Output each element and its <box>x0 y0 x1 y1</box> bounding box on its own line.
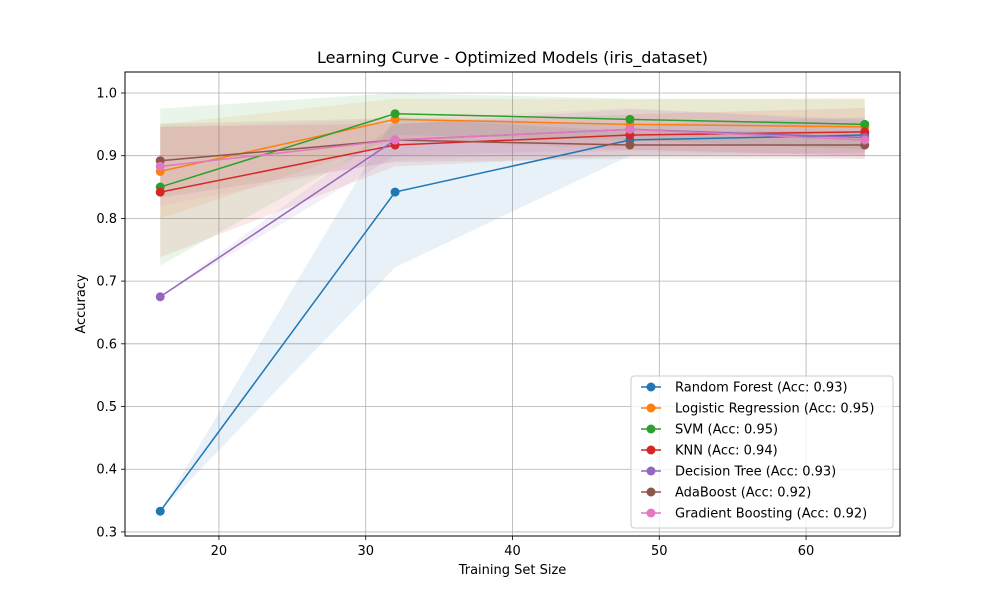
legend-item: Random Forest (Acc: 0.93) <box>641 381 848 396</box>
legend-label: Logistic Regression (Acc: 0.95) <box>675 402 874 417</box>
legend-marker <box>646 466 656 476</box>
legend-marker <box>646 445 656 455</box>
line-series-0 <box>159 134 865 512</box>
point-series-6-2 <box>625 124 635 134</box>
y-tick-label: 0.9 <box>96 149 117 164</box>
legend-item: KNN (Acc: 0.94) <box>641 444 778 459</box>
band-series-5 <box>160 118 865 198</box>
point-series-6-3 <box>860 135 870 145</box>
y-tick-label: 0.4 <box>96 463 117 478</box>
legend-marker <box>646 508 656 518</box>
point-series-3-0 <box>155 187 165 197</box>
chart-title: Learning Curve - Optimized Models (iris_… <box>317 48 708 68</box>
y-axis-ticks: 0.3 0.4 0.5 0.6 0.7 0.8 0.9 1.0 <box>96 87 125 540</box>
legend-label: Random Forest (Acc: 0.93) <box>675 381 848 396</box>
legend: Random Forest (Acc: 0.93) Logistic Regres… <box>630 375 894 529</box>
legend-item: Gradient Boosting (Acc: 0.92) <box>641 507 867 522</box>
legend-label: Decision Tree (Acc: 0.93) <box>675 465 836 480</box>
y-tick-label: 1.0 <box>96 87 117 102</box>
legend-label: SVM (Acc: 0.95) <box>675 423 778 438</box>
band-series-0 <box>160 116 865 512</box>
y-axis-label: Accuracy <box>74 274 89 334</box>
legend-label: KNN (Acc: 0.94) <box>675 444 778 459</box>
point-series-4-0 <box>155 292 165 302</box>
legend-marker <box>646 487 656 497</box>
y-tick-label: 0.8 <box>96 212 117 227</box>
y-tick-label: 0.6 <box>96 337 117 352</box>
legend-marker <box>646 403 656 413</box>
x-tick-label: 20 <box>211 544 228 559</box>
point-series-2-1 <box>390 109 400 119</box>
point-series-0-0 <box>155 506 165 516</box>
legend-item: SVM (Acc: 0.95) <box>641 423 778 438</box>
x-axis-label: Training Set Size <box>458 563 567 578</box>
line-series-5 <box>160 139 865 162</box>
y-tick-label: 0.7 <box>96 275 117 290</box>
legend-label: Gradient Boosting (Acc: 0.92) <box>675 507 867 522</box>
legend-box <box>630 375 894 529</box>
x-tick-label: 50 <box>651 544 668 559</box>
point-series-2-3 <box>860 119 870 129</box>
point-series-0-1 <box>390 187 400 197</box>
x-tick-label: 60 <box>798 544 815 559</box>
legend-item: AdaBoost (Acc: 0.92) <box>641 486 811 501</box>
series-lines <box>159 112 865 512</box>
point-series-6-0 <box>155 161 165 171</box>
legend-label: AdaBoost (Acc: 0.92) <box>675 486 811 501</box>
x-tick-label: 40 <box>504 544 521 559</box>
x-tick-label: 30 <box>357 544 374 559</box>
line-series-1 <box>160 118 865 173</box>
point-series-2-2 <box>625 114 635 124</box>
point-series-6-1 <box>390 135 400 145</box>
legend-item: Logistic Regression (Acc: 0.95) <box>641 402 874 417</box>
y-tick-label: 0.5 <box>96 400 117 415</box>
band-series-1 <box>160 98 865 219</box>
legend-item: Decision Tree (Acc: 0.93) <box>641 465 836 480</box>
point-series-5-2 <box>625 140 635 150</box>
series-points <box>155 109 870 516</box>
x-axis-ticks: 20 30 40 50 60 <box>211 536 815 559</box>
band-series-2 <box>160 93 865 266</box>
legend-marker <box>646 424 656 434</box>
y-tick-label: 0.3 <box>96 525 117 540</box>
legend-marker <box>646 382 656 392</box>
line-series-6 <box>160 128 865 168</box>
